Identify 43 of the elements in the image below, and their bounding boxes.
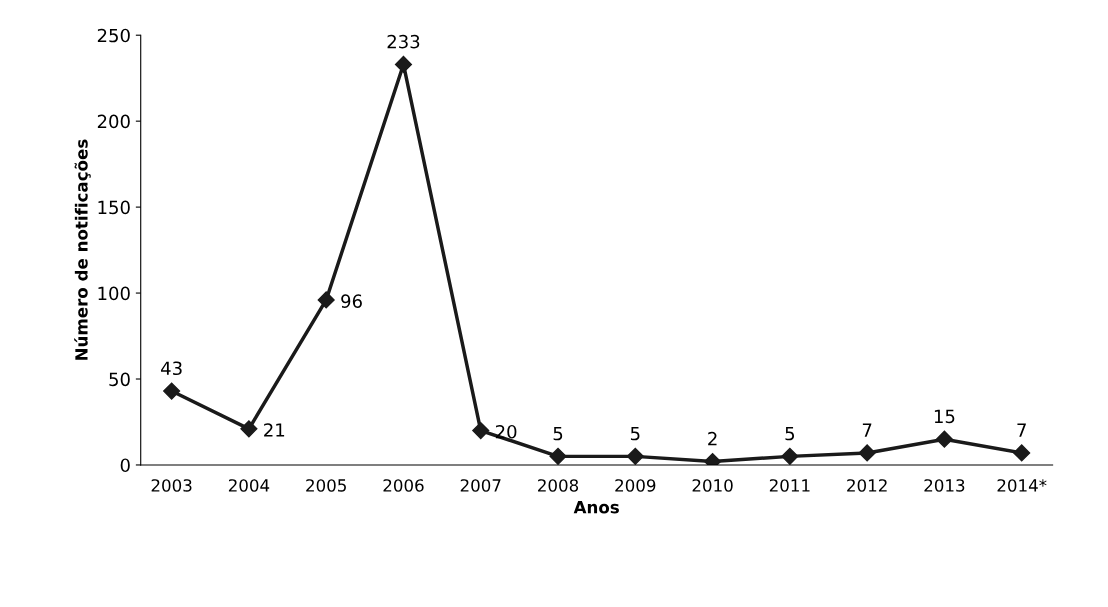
point: [781, 447, 799, 465]
data-label: 43: [161, 361, 182, 376]
data-label: 233: [387, 34, 420, 49]
x-tick-label: 2004: [228, 479, 270, 492]
y-tick-label: 0: [120, 458, 130, 473]
y-tick-label: 200: [97, 114, 130, 129]
data-label: 2: [708, 431, 717, 446]
x-tick-label: 2005: [306, 479, 346, 492]
x-tick-label: 2007: [460, 479, 501, 492]
data-label: 5: [785, 426, 795, 441]
x-tick-label: 2014*: [997, 479, 1047, 492]
data-label: 21: [264, 423, 285, 437]
point: [858, 444, 876, 462]
point: [317, 291, 335, 309]
x-tick-label: 2012: [847, 479, 887, 492]
data-label: 15: [934, 409, 955, 424]
point: [549, 447, 567, 465]
x-axis-title: Anos: [573, 501, 619, 514]
x-tick-label: 2013: [924, 479, 965, 492]
data-label: 20: [495, 424, 517, 439]
point: [394, 55, 413, 73]
x-tick-label: 2010: [692, 479, 733, 492]
point: [163, 382, 181, 400]
x-tick-label: 2003: [151, 479, 192, 492]
point: [626, 447, 644, 465]
point: [1013, 444, 1031, 462]
x-tick-label: 2008: [538, 479, 579, 492]
x-tick-label: 2006: [383, 479, 424, 492]
y-tick-label: 150: [98, 200, 130, 215]
data-label: 96: [341, 294, 362, 308]
data-label: 7: [862, 423, 872, 437]
point: [472, 422, 490, 440]
data-label: 5: [630, 426, 640, 441]
y-tick-label: 250: [97, 28, 130, 43]
y-tick-label: 50: [109, 372, 130, 387]
point: [240, 420, 258, 438]
y-axis-title: Número de notificações: [74, 139, 91, 360]
point: [935, 430, 953, 448]
y-tick-label: 100: [98, 286, 130, 301]
data-label: 7: [1017, 423, 1026, 437]
x-tick-label: 2011: [769, 479, 810, 492]
data-label: 5: [553, 426, 563, 441]
x-tick-label: 2009: [615, 479, 656, 492]
